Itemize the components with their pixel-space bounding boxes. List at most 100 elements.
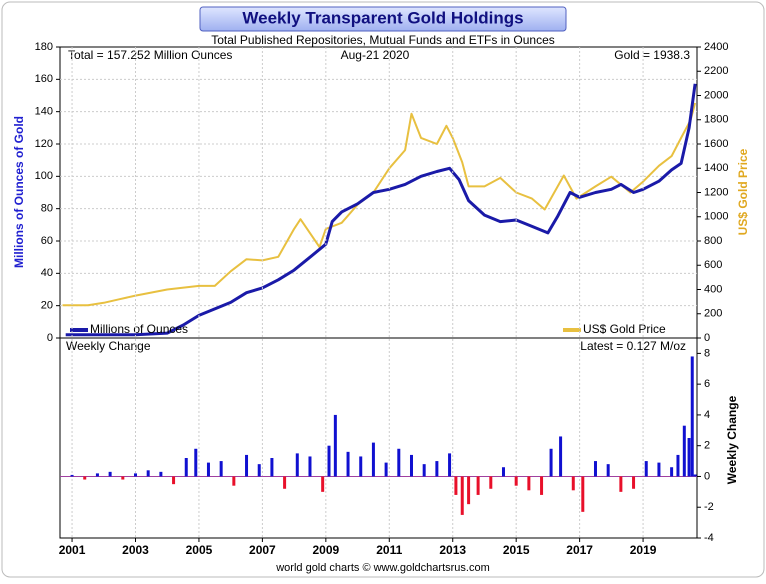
bar bbox=[632, 476, 636, 489]
y-tick-label: 20 bbox=[41, 300, 53, 312]
bar bbox=[559, 436, 563, 477]
bar bbox=[270, 458, 274, 477]
x-tick-label: 2019 bbox=[630, 543, 657, 557]
bar bbox=[327, 445, 331, 477]
y-tick-label: 60 bbox=[41, 235, 53, 247]
bar bbox=[371, 442, 375, 477]
bar bbox=[359, 456, 363, 477]
y-tick-label: 140 bbox=[35, 106, 53, 118]
bar bbox=[422, 464, 426, 477]
bar bbox=[232, 476, 236, 486]
bar bbox=[644, 461, 648, 477]
y-tick-label: -4 bbox=[704, 532, 714, 544]
bar bbox=[527, 476, 531, 491]
bar bbox=[384, 462, 388, 477]
bar bbox=[206, 462, 210, 477]
bar bbox=[581, 476, 585, 512]
bar bbox=[693, 474, 697, 477]
bar bbox=[448, 453, 452, 477]
bar bbox=[690, 356, 694, 477]
bar bbox=[245, 454, 249, 477]
bar bbox=[687, 438, 691, 477]
bar bbox=[657, 462, 661, 477]
bar bbox=[619, 476, 623, 492]
y2-tick-label: 600 bbox=[704, 259, 722, 271]
bar bbox=[670, 467, 674, 477]
bar bbox=[108, 471, 112, 477]
plot-frame bbox=[59, 46, 698, 539]
y-tick-label: 0 bbox=[47, 332, 53, 344]
bar bbox=[257, 464, 261, 477]
bar bbox=[454, 476, 458, 495]
bar bbox=[409, 454, 413, 477]
bar bbox=[95, 473, 99, 477]
bar bbox=[283, 476, 287, 489]
y2-tick-label: 400 bbox=[704, 283, 722, 295]
y-tick-label: 6 bbox=[704, 378, 710, 390]
y-tick-label: 180 bbox=[35, 41, 53, 53]
x-tick-label: 2011 bbox=[376, 543, 402, 557]
annotation: Aug-21 2020 bbox=[341, 48, 410, 62]
annotation: Weekly Change bbox=[66, 339, 151, 353]
bar bbox=[184, 458, 188, 477]
y2-tick-label: 2000 bbox=[704, 89, 728, 101]
bar bbox=[219, 461, 223, 477]
y-tick-label: 120 bbox=[35, 138, 53, 150]
bar bbox=[333, 414, 337, 477]
y2-tick-label: 2400 bbox=[704, 41, 728, 53]
y2-tick-label: 1200 bbox=[704, 186, 728, 198]
title-box bbox=[199, 6, 567, 32]
bar bbox=[606, 464, 610, 477]
chart-title: Weekly Transparent Gold Holdings bbox=[242, 8, 523, 27]
bar bbox=[676, 454, 680, 477]
data-line bbox=[65, 83, 697, 337]
bar bbox=[514, 476, 518, 486]
y2-tick-label: 2200 bbox=[704, 65, 728, 77]
y2-tick-label: 200 bbox=[704, 308, 722, 320]
y-tick-label: 100 bbox=[35, 170, 53, 182]
y-tick-label: 40 bbox=[41, 267, 53, 279]
y-tick-label: -2 bbox=[704, 501, 714, 513]
footer: world gold charts © www.goldchartsrus.co… bbox=[275, 562, 490, 574]
bar bbox=[540, 476, 544, 495]
y2-tick-label: 0 bbox=[704, 332, 710, 344]
x-tick-label: 2009 bbox=[312, 543, 339, 557]
bar bbox=[549, 448, 553, 477]
x-tick-label: 2015 bbox=[503, 543, 530, 557]
bar bbox=[346, 451, 350, 477]
y2-tick-label: 1800 bbox=[704, 114, 728, 126]
bar bbox=[295, 453, 299, 477]
annotation: Total = 157.252 Million Ounces bbox=[68, 48, 232, 62]
bar bbox=[593, 461, 597, 477]
bar bbox=[308, 456, 312, 477]
y2-axis-label: US$ Gold Price bbox=[736, 148, 750, 235]
x-tick-label: 2017 bbox=[566, 543, 593, 557]
y2-tick-label: 1000 bbox=[704, 211, 728, 223]
bar bbox=[83, 476, 87, 480]
bar bbox=[476, 476, 480, 495]
y-axis-label: Millions of Ounces of Gold bbox=[12, 116, 26, 268]
bar bbox=[321, 476, 325, 492]
x-tick-label: 2001 bbox=[59, 543, 86, 557]
x-tick-label: 2007 bbox=[249, 543, 276, 557]
annotation: Gold = 1938.3 bbox=[614, 48, 690, 62]
bar bbox=[435, 461, 439, 477]
y-tick-label: 4 bbox=[704, 409, 710, 421]
y-tick-label: 8 bbox=[704, 347, 710, 359]
data-line bbox=[62, 102, 697, 307]
bar bbox=[397, 448, 401, 477]
bar bbox=[501, 467, 505, 477]
y-tick-label: 2 bbox=[704, 440, 710, 452]
x-tick-label: 2003 bbox=[122, 543, 149, 557]
subtitle: Total Published Repositories, Mutual Fun… bbox=[211, 33, 555, 47]
bar bbox=[172, 476, 176, 485]
y-tick-label: 0 bbox=[704, 470, 710, 482]
bar bbox=[121, 476, 125, 480]
legend-label: Millions of Ounces bbox=[90, 322, 188, 336]
y2-tick-label: 1600 bbox=[704, 138, 728, 150]
legend-label: US$ Gold Price bbox=[583, 322, 666, 336]
y2-tick-label: 1400 bbox=[704, 162, 728, 174]
x-tick-label: 2013 bbox=[439, 543, 466, 557]
bar bbox=[134, 473, 138, 477]
